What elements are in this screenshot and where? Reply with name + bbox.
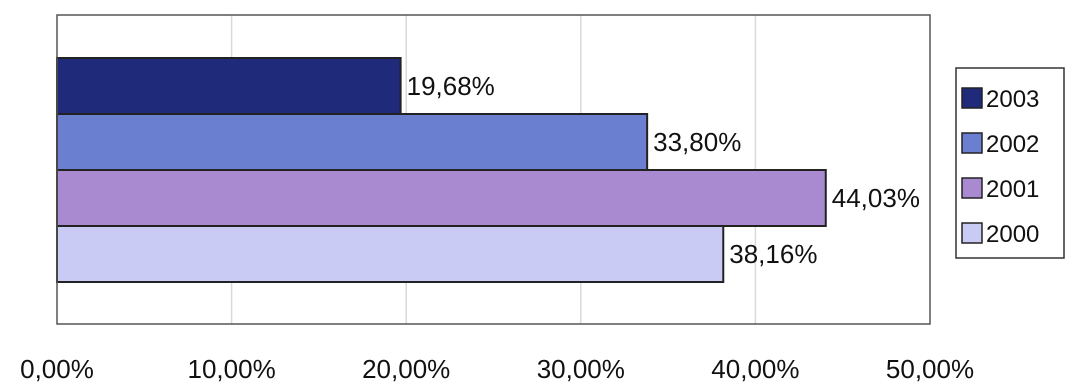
data-label-2001: 44,03% (832, 183, 920, 213)
data-label-2000: 38,16% (729, 239, 817, 269)
legend-label-2002: 2002 (986, 131, 1039, 158)
legend-label-2001: 2001 (986, 176, 1039, 203)
legend-swatch-2000 (961, 222, 983, 244)
plot-area-frame (56, 14, 931, 325)
x-tick-label-4: 40,00% (711, 354, 799, 384)
x-tick-label-1: 10,00% (188, 354, 276, 384)
bar-2001 (56, 169, 827, 227)
legend-label-2000: 2000 (986, 221, 1039, 248)
bars (56, 57, 827, 283)
data-label-2003: 19,68% (407, 71, 495, 101)
legend: 2003 2002 2001 2000 (955, 67, 1065, 259)
x-tick-label-5: 50,00% (886, 354, 974, 384)
data-label-2002: 33,80% (653, 127, 741, 157)
x-axis-tick-labels: 0,00% 10,00% 20,00% 30,00% 40,00% 50,00% (20, 354, 974, 384)
x-tick-label-3: 30,00% (537, 354, 625, 384)
bar-2000 (56, 225, 725, 283)
legend-swatch-2001 (961, 177, 983, 199)
legend-swatch-2003 (961, 87, 983, 109)
bar-2002 (56, 113, 649, 171)
x-tick-label-2: 20,00% (362, 354, 450, 384)
bar-2003 (56, 57, 402, 115)
legend-label-2003: 2003 (986, 86, 1039, 113)
data-labels: 19,68% 33,80% 44,03% 38,16% (407, 71, 920, 269)
legend-swatch-2002 (961, 132, 983, 154)
x-tick-label-0: 0,00% (20, 354, 94, 384)
